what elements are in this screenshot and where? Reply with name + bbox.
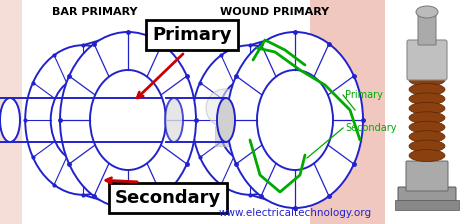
Bar [395,200,459,210]
Bar [422,75,432,160]
Bar [0,0,22,224]
Ellipse shape [60,32,196,208]
Ellipse shape [257,70,333,170]
Ellipse shape [206,89,244,127]
Text: www.electricaltechnology.org: www.electricaltechnology.org [219,208,372,218]
Ellipse shape [409,112,445,124]
Ellipse shape [165,98,183,142]
Text: BAR PRIMARY: BAR PRIMARY [52,7,138,17]
Bar [385,5,468,219]
Ellipse shape [409,84,445,95]
Ellipse shape [409,131,445,143]
Ellipse shape [90,70,166,170]
Ellipse shape [227,32,363,208]
Text: Secondary: Secondary [115,189,221,207]
Ellipse shape [409,140,445,152]
Bar [310,0,385,224]
Ellipse shape [409,102,445,114]
Ellipse shape [217,98,235,142]
Ellipse shape [409,150,445,162]
Text: Secondary: Secondary [345,123,396,133]
Text: Primary: Primary [152,26,232,44]
FancyBboxPatch shape [406,161,448,191]
Bar [215,126,235,146]
Ellipse shape [409,121,445,133]
Text: Primary: Primary [345,90,383,100]
FancyBboxPatch shape [398,187,456,207]
Ellipse shape [409,93,445,105]
Ellipse shape [0,98,20,142]
Ellipse shape [409,74,445,86]
FancyBboxPatch shape [407,40,447,80]
Text: WOUND PRIMARY: WOUND PRIMARY [220,7,329,17]
Ellipse shape [416,6,438,18]
FancyBboxPatch shape [418,11,436,45]
